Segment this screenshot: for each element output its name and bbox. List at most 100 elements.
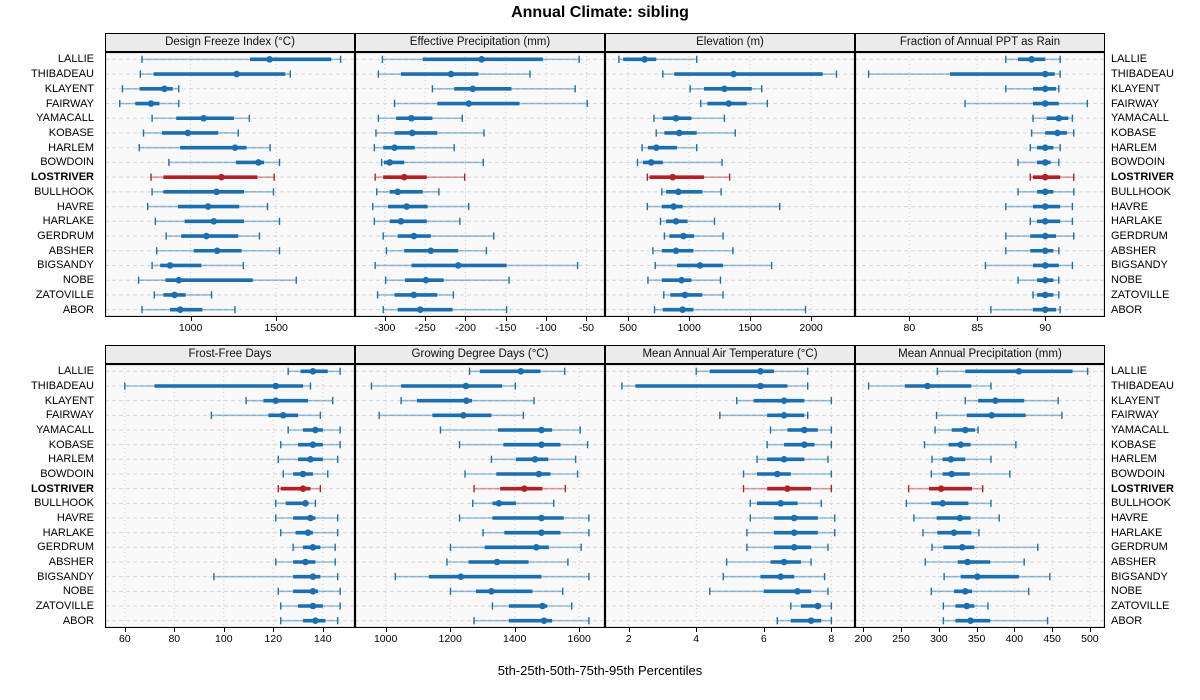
x-tick-mark [450,628,452,632]
median-dot [391,144,398,151]
station-label: BULLHOOK [1111,497,1171,510]
median-dot [422,276,430,284]
x-tick-mark [514,628,516,632]
station-label: ZATOVILLE [35,600,94,612]
station-label: ABOR [62,614,94,627]
x-tick-label: 250 [892,633,910,645]
station-label: YAMACALL [1111,112,1169,125]
median-dot [1041,232,1049,240]
plot-background [605,52,855,317]
median-dot [309,602,317,610]
median-dot [937,485,945,492]
median-dot [465,100,473,107]
median-dot [233,70,240,78]
station-label: HARLEM [48,141,94,154]
x-axis: -300 -250 -200 -150 -100 -50 [355,317,605,337]
x-axis: 60 80 100 120 140 [105,628,355,648]
median-dot [307,514,314,522]
station-label: HAVRE [1111,512,1149,524]
x-tick-mark [124,628,126,632]
median-dot [462,382,470,390]
median-dot [679,306,686,313]
panel-border [605,52,855,317]
plot-background [855,364,1105,628]
median-dot [538,441,545,448]
median-dot [780,558,788,566]
x-tick-mark [190,317,192,321]
median-dot [266,56,273,63]
median-dot [408,114,415,122]
station-label: THIBADEAU [1111,380,1174,392]
station-label: HARLEM [1111,141,1157,154]
median-dot [790,544,798,551]
station-label: ABSHER [48,244,94,257]
station-label: KOBASE [1111,438,1157,451]
median-dot [670,203,677,210]
station-label: NOBE [1111,274,1143,287]
station-label: ZATOVILLE [35,288,94,301]
right-station-labels: LALLIE THIBADEAU KLAYENT FAIRWAY YAMACALL KOB… [1107,364,1197,628]
station-label: LOSTRIVER [31,482,94,495]
median-dot [672,114,680,122]
median-dot [1041,276,1049,284]
median-dot [213,247,221,255]
median-dot [166,262,174,269]
x-tick-mark [546,317,548,321]
x-tick-mark [909,317,911,321]
median-dot [801,426,808,434]
right-station-labels: LALLIE THIBADEAU KLAYENT FAIRWAY YAMACALL KOB… [1107,52,1197,317]
station-label: THIBADEAU [31,68,94,81]
median-dot [672,247,680,255]
station-label: LOSTRIVER [1111,482,1174,495]
median-dot [725,100,732,107]
median-dot [961,426,969,434]
median-dot [681,291,689,299]
median-dot [780,412,788,419]
station-label: ABOR [1111,614,1143,627]
panel-title: Frost-Free Days [105,345,355,364]
x-tick-mark [831,628,833,632]
median-dot [721,85,728,93]
x-tick-mark [273,628,275,632]
x-axis: 500 1000 1500 2000 [605,317,855,337]
x-tick-label: 100 [215,633,233,645]
median-dot [457,573,465,580]
panel-border [605,364,855,628]
panel-border [105,52,355,317]
panel-title: Mean Annual Precipitation (mm) [855,345,1105,364]
station-label: HARLAKE [1111,526,1163,539]
station-label: BULLHOOK [34,185,94,198]
station-label: HARLEM [1111,453,1157,466]
median-dot [538,514,545,522]
panel-border [355,52,605,317]
station-label: ABOR [1111,303,1143,316]
x-tick-label: 1500 [738,322,762,334]
median-dot [1041,262,1049,269]
x-tick-label: 2000 [799,322,823,334]
station-label: LOSTRIVER [1111,171,1174,184]
x-tick-mark [465,317,467,321]
median-dot [939,500,946,507]
plot-area [605,364,855,628]
median-dot [967,617,974,624]
median-dot [777,500,784,507]
station-label: BIGSANDY [37,570,94,583]
median-dot [304,529,312,536]
plot-area [855,52,1105,317]
median-dot [958,544,966,551]
median-dot [1041,173,1049,181]
x-tick-mark [750,317,752,321]
median-dot [773,470,781,478]
station-label: HARLAKE [1111,215,1163,228]
station-label: KOBASE [48,438,94,451]
median-dot [777,573,784,580]
median-dot [539,602,546,610]
station-label: FAIRWAY [45,97,94,110]
station-label: BULLHOOK [34,497,94,510]
median-dot [964,558,971,566]
median-dot [410,291,418,299]
station-label: FAIRWAY [1111,97,1160,110]
median-dot [531,456,539,463]
median-dot [1028,56,1035,63]
median-dot [669,173,676,181]
